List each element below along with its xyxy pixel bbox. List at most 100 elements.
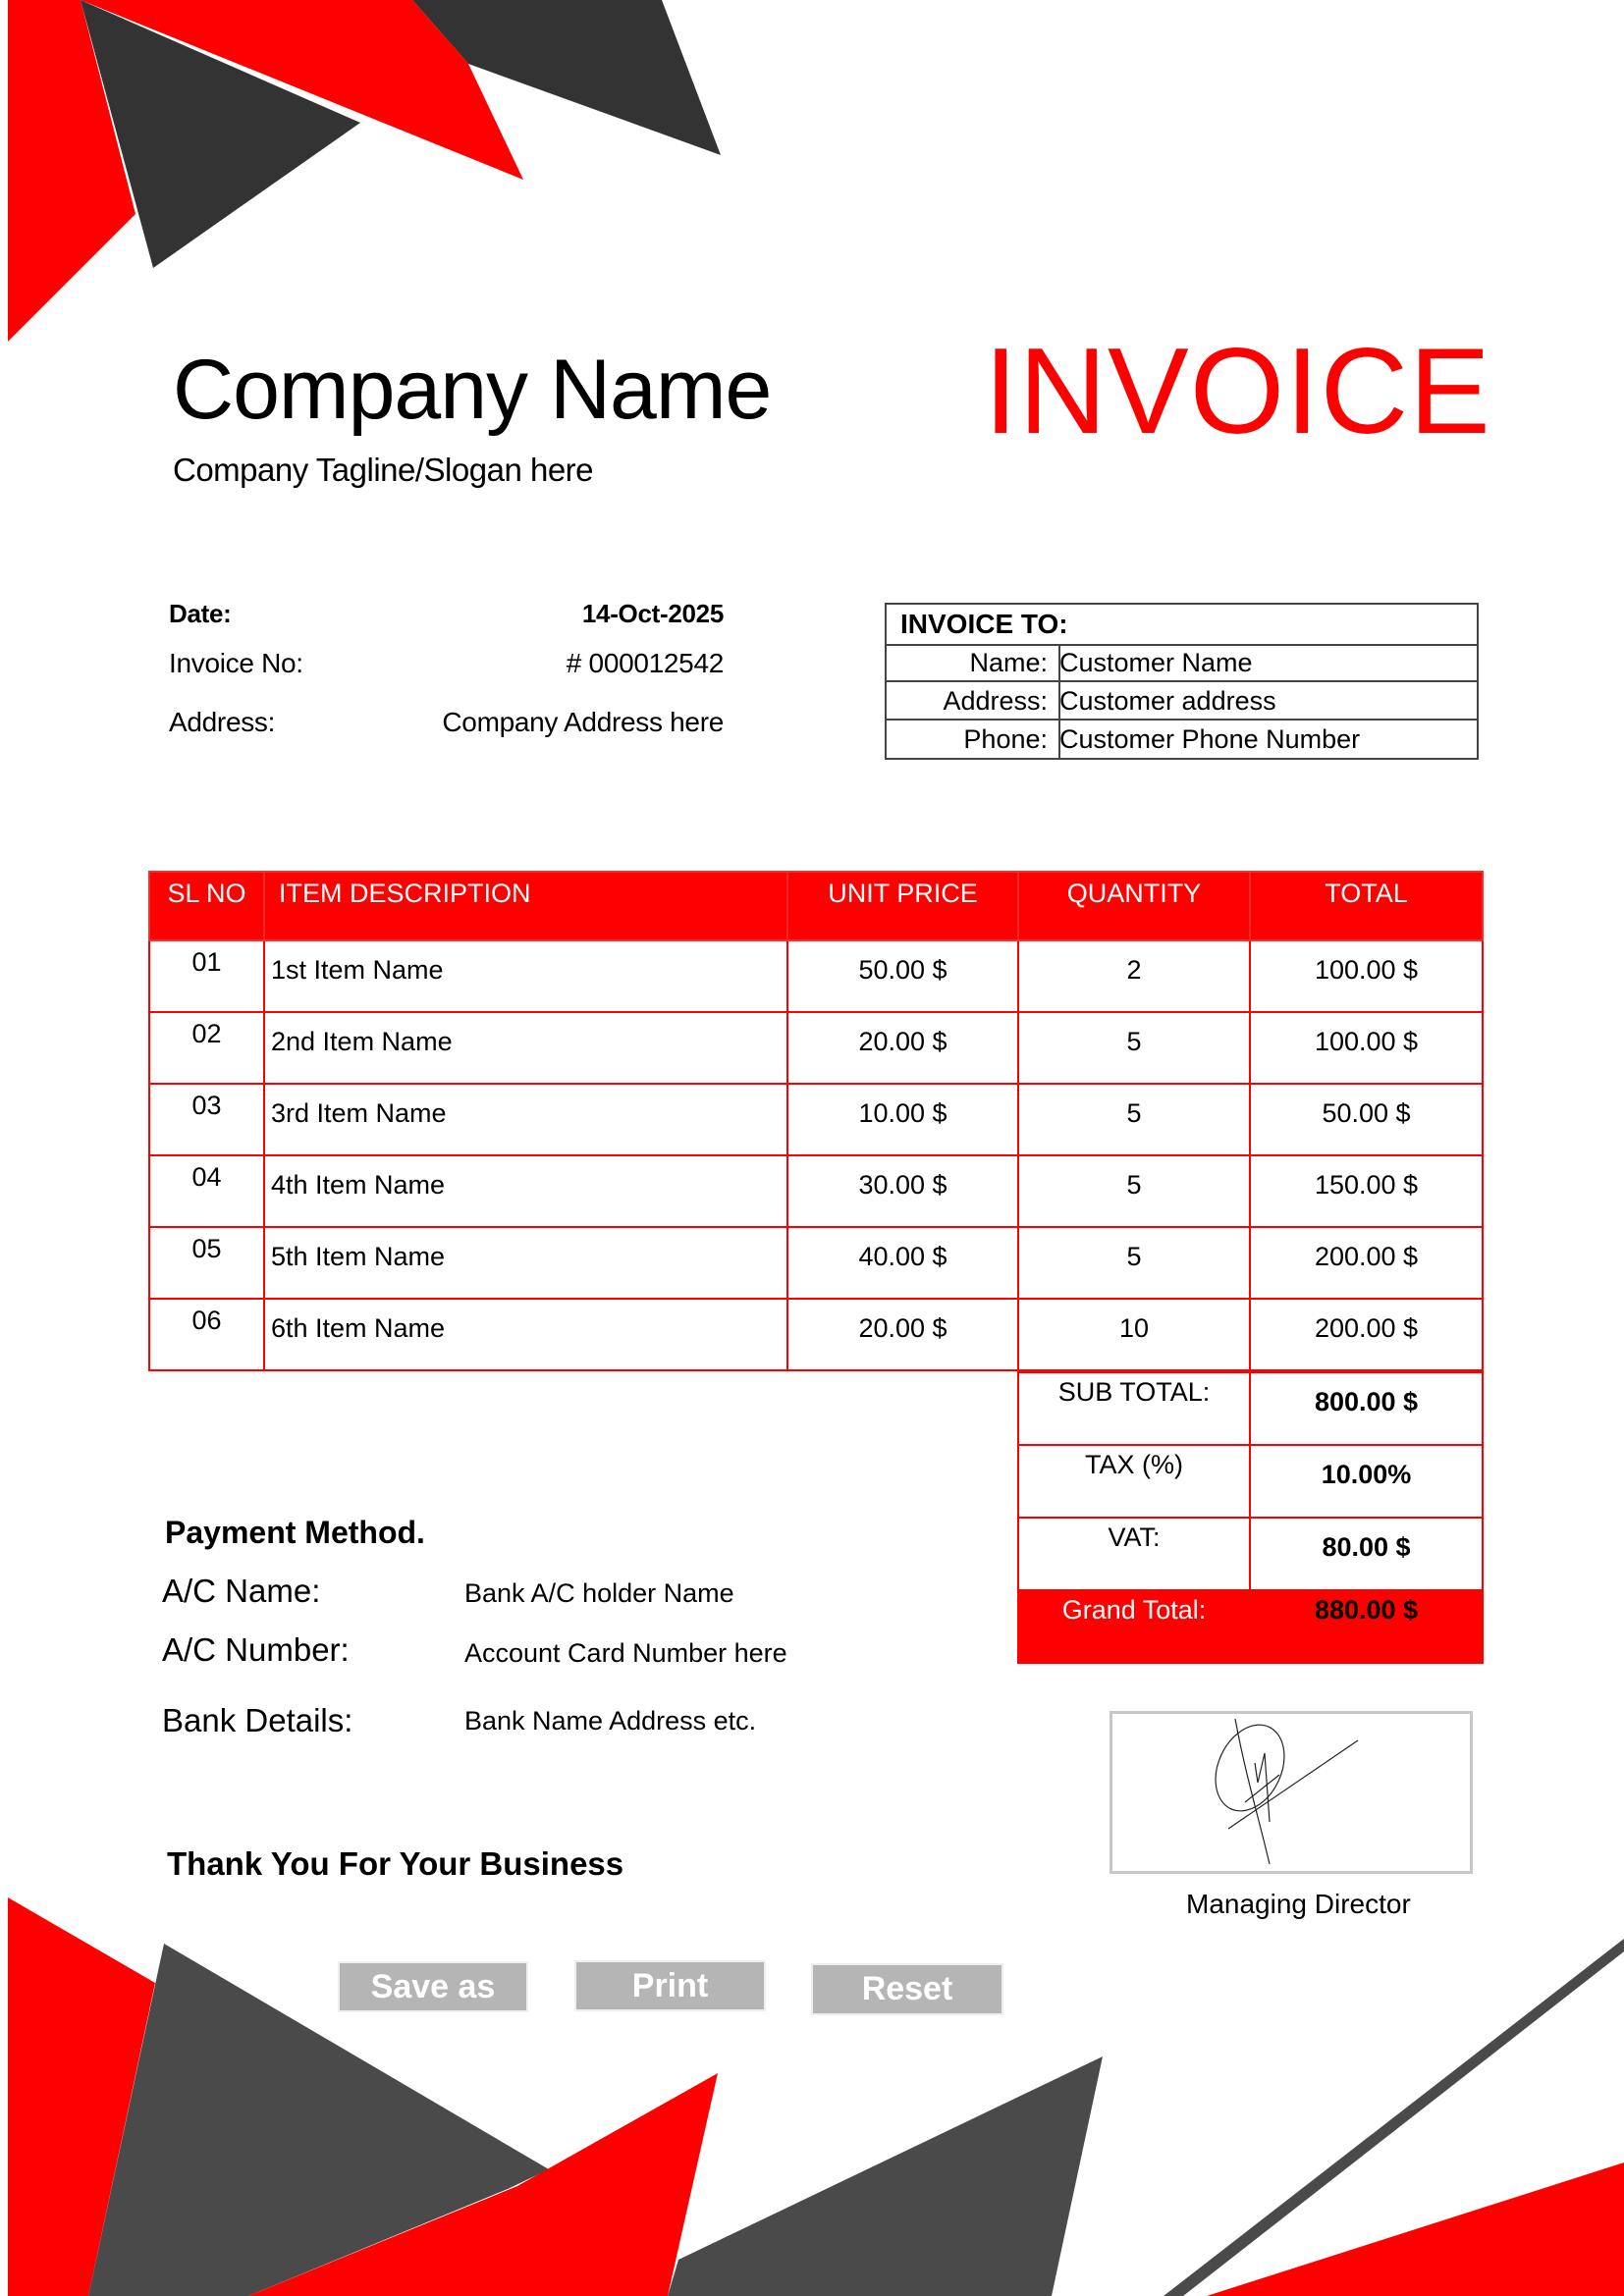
vat-value: 80.00 $ <box>1249 1517 1484 1591</box>
description-cell[interactable]: 2nd Item Name <box>263 1011 788 1085</box>
column-header-unit-price: UNIT PRICE <box>786 871 1019 941</box>
grand-total-label: Grand Total: <box>1017 1589 1251 1664</box>
customer-address-field[interactable]: Customer address <box>1059 686 1276 716</box>
tax-row: TAX (%) 10.00% <box>1017 1444 1484 1519</box>
name-label: Name: <box>969 648 1048 677</box>
save-as-button[interactable]: Save as <box>338 1961 528 2012</box>
signature-box[interactable] <box>1110 1711 1473 1874</box>
phone-label: Phone: <box>963 724 1048 754</box>
red-shape <box>8 1897 155 2296</box>
dark-shape <box>81 0 360 268</box>
address-value[interactable]: Company Address here <box>442 707 724 737</box>
dark-shape <box>412 0 721 155</box>
table-row: 05 5th Item Name 40.00 $5 200.00 $ <box>148 1226 1484 1300</box>
grand-total-value: 880.00 $ <box>1249 1589 1484 1664</box>
grand-total-row: Grand Total: 880.00 $ <box>1017 1589 1484 1664</box>
table-row: 02 2nd Item Name 20.00 $5 100.00 $ <box>148 1011 1484 1085</box>
unit-price-cell[interactable]: 10.00 $ <box>786 1083 1019 1156</box>
sl-no-cell[interactable]: 04 <box>148 1154 265 1228</box>
invoice-to-box: INVOICE TO: Name: Customer Name Address:… <box>885 603 1479 760</box>
ac-name-label: A/C Name: <box>162 1573 321 1609</box>
unit-price-cell[interactable]: 20.00 $ <box>786 1298 1019 1371</box>
invoice-no-label: Invoice No: <box>169 648 303 678</box>
ac-name-value[interactable]: Bank A/C holder Name <box>464 1578 734 1608</box>
date-value[interactable]: 14-Oct-2025 <box>581 599 724 628</box>
quantity-cell[interactable]: 5 <box>1017 1226 1251 1300</box>
sl-no-cell[interactable]: 02 <box>148 1011 265 1085</box>
description-cell[interactable]: 1st Item Name <box>263 939 788 1013</box>
subtotal-value: 800.00 $ <box>1249 1371 1484 1446</box>
total-cell: 100.00 $ <box>1249 939 1484 1013</box>
invoice-no-value[interactable]: # 000012542 <box>566 648 725 678</box>
totals-table: SUB TOTAL: 800.00 $ TAX (%) 10.00% VAT: … <box>1017 1371 1484 1664</box>
bank-details-value[interactable]: Bank Name Address etc. <box>464 1706 757 1735</box>
unit-price-cell[interactable]: 50.00 $ <box>786 939 1019 1013</box>
column-header-sl-no: SL NO <box>148 871 265 941</box>
tax-label: TAX (%) <box>1017 1444 1251 1519</box>
signature-image <box>1215 1718 1359 1865</box>
customer-name-field[interactable]: Customer Name <box>1059 648 1253 677</box>
quantity-cell[interactable]: 2 <box>1017 939 1251 1013</box>
invoice-to-heading: INVOICE TO: <box>887 605 1477 646</box>
unit-price-cell[interactable]: 30.00 $ <box>786 1154 1019 1228</box>
reset-button[interactable]: Reset <box>811 1963 1003 2015</box>
table-row: 06 6th Item Name 20.00 $10 200.00 $ <box>148 1298 1484 1371</box>
description-cell[interactable]: 5th Item Name <box>263 1226 788 1300</box>
description-cell[interactable]: 3rd Item Name <box>263 1083 788 1156</box>
signature-title: Managing Director <box>1186 1889 1411 1919</box>
table-row: 04 4th Item Name 30.00 $5 150.00 $ <box>148 1154 1484 1228</box>
thank-you-message: Thank You For Your Business <box>167 1845 624 1882</box>
bank-details-label: Bank Details: <box>162 1702 353 1738</box>
column-header-description: ITEM DESCRIPTION <box>263 871 788 941</box>
date-label: Date: <box>169 599 232 628</box>
description-cell[interactable]: 6th Item Name <box>263 1298 788 1371</box>
items-header-row: SL NO ITEM DESCRIPTION UNIT PRICE QUANTI… <box>148 871 1484 941</box>
sl-no-cell[interactable]: 06 <box>148 1298 265 1371</box>
dark-shape <box>668 2056 1103 2296</box>
quantity-cell[interactable]: 10 <box>1017 1298 1251 1371</box>
print-button[interactable]: Print <box>574 1960 766 2011</box>
address-label: Address: <box>943 686 1048 716</box>
company-name: Company Name <box>173 343 772 437</box>
invoice-title: INVOICE <box>984 324 1491 459</box>
address-label: Address: <box>169 707 276 737</box>
tax-value[interactable]: 10.00% <box>1249 1444 1484 1519</box>
quantity-cell[interactable]: 5 <box>1017 1154 1251 1228</box>
total-cell: 200.00 $ <box>1249 1298 1484 1371</box>
vat-label: VAT: <box>1017 1517 1251 1591</box>
sl-no-cell[interactable]: 05 <box>148 1226 265 1300</box>
sl-no-cell[interactable]: 01 <box>148 939 265 1013</box>
ac-number-label: A/C Number: <box>162 1631 350 1668</box>
items-table: SL NO ITEM DESCRIPTION UNIT PRICE QUANTI… <box>148 871 1484 1371</box>
total-cell: 200.00 $ <box>1249 1226 1484 1300</box>
description-cell[interactable]: 4th Item Name <box>263 1154 788 1228</box>
total-cell: 50.00 $ <box>1249 1083 1484 1156</box>
invoice-to-address-row: Address: Customer address <box>887 682 1477 721</box>
quantity-cell[interactable]: 5 <box>1017 1011 1251 1085</box>
divider <box>1058 644 1060 760</box>
quantity-cell[interactable]: 5 <box>1017 1083 1251 1156</box>
unit-price-cell[interactable]: 20.00 $ <box>786 1011 1019 1085</box>
payment-method-title: Payment Method. <box>165 1515 425 1550</box>
unit-price-cell[interactable]: 40.00 $ <box>786 1226 1019 1300</box>
table-row: 01 1st Item Name 50.00 $2 100.00 $ <box>148 939 1484 1013</box>
red-shape <box>81 0 523 180</box>
dark-stripe <box>1164 1939 1624 2296</box>
column-header-total: TOTAL <box>1249 871 1484 941</box>
red-shape <box>1207 2163 1624 2296</box>
ac-number-value[interactable]: Account Card Number here <box>464 1638 787 1668</box>
subtotal-row: SUB TOTAL: 800.00 $ <box>1017 1371 1484 1446</box>
company-tagline: Company Tagline/Slogan here <box>173 452 594 488</box>
red-shape <box>8 0 135 342</box>
table-row: 03 3rd Item Name 10.00 $5 50.00 $ <box>148 1083 1484 1156</box>
invoice-to-name-row: Name: Customer Name <box>887 644 1477 682</box>
sl-no-cell[interactable]: 03 <box>148 1083 265 1156</box>
column-header-quantity: QUANTITY <box>1017 871 1251 941</box>
vat-row: VAT: 80.00 $ <box>1017 1517 1484 1591</box>
dark-shape <box>88 1944 549 2296</box>
invoice-to-phone-row: Phone: Customer Phone Number <box>887 721 1477 759</box>
red-shape <box>248 2073 718 2296</box>
customer-phone-field[interactable]: Customer Phone Number <box>1059 724 1361 754</box>
total-cell: 100.00 $ <box>1249 1011 1484 1085</box>
